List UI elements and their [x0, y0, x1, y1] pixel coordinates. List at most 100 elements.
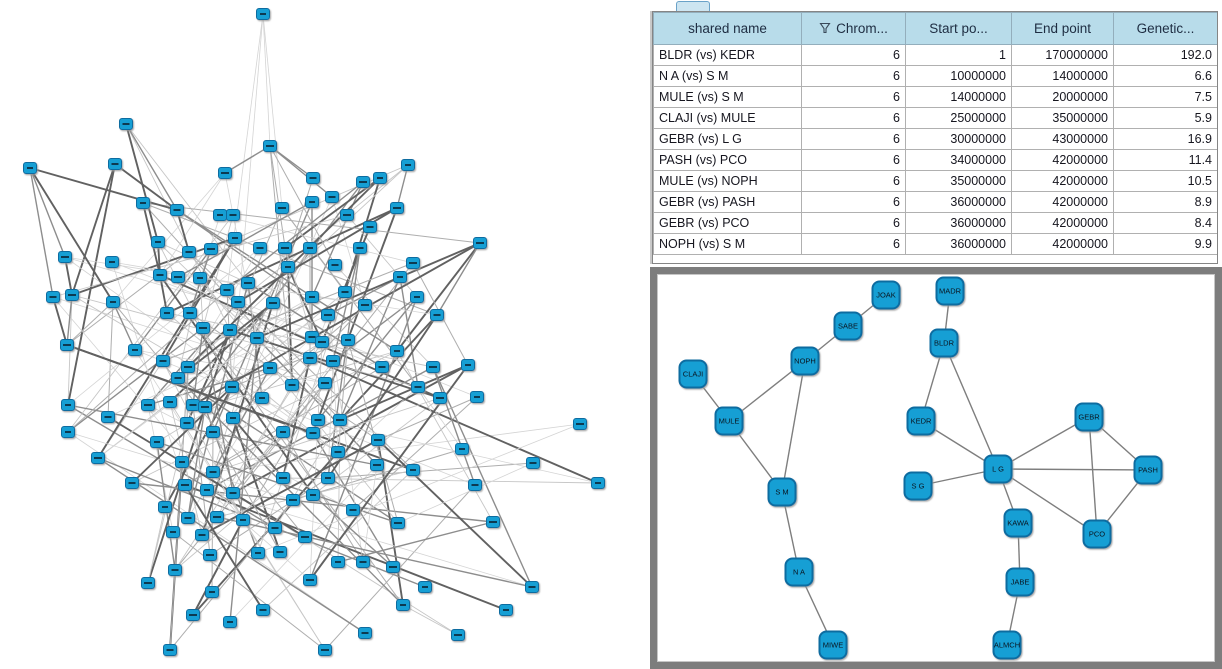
column-header-genetic[interactable]: Genetic... [1113, 12, 1217, 45]
table-cell[interactable]: 42000000 [1011, 233, 1114, 255]
network-edge[interactable] [199, 277, 399, 524]
network-edge[interactable] [402, 604, 459, 636]
network-edge[interactable] [177, 201, 313, 278]
column-header-chrom[interactable]: Chrom... [801, 12, 906, 45]
network-edge[interactable] [397, 462, 534, 524]
network-edge[interactable] [159, 274, 168, 314]
network-edge[interactable] [97, 457, 426, 588]
column-header-shared-name[interactable]: shared name [653, 12, 802, 45]
network-node-kedr[interactable] [906, 406, 936, 436]
network-edge[interactable] [232, 417, 284, 479]
network-edge[interactable] [352, 396, 478, 511]
table-cell[interactable]: 6 [801, 65, 906, 87]
network-edge[interactable] [282, 314, 329, 433]
network-edge[interactable] [184, 431, 284, 486]
table-cell[interactable]: 11.4 [1113, 149, 1217, 171]
table-cell[interactable]: 20000000 [1011, 86, 1114, 108]
network-edge[interactable] [287, 266, 323, 343]
network-edge[interactable] [52, 296, 326, 384]
table-cell[interactable]: 36000000 [905, 212, 1012, 234]
table-cell[interactable]: 42000000 [1011, 212, 1114, 234]
network-node-gebr[interactable] [1074, 402, 1104, 432]
network-edge[interactable] [312, 494, 394, 568]
cell-shared-name[interactable]: GEBR (vs) PASH [653, 191, 802, 213]
network-node-jabe[interactable] [1005, 567, 1035, 597]
table-cell[interactable]: 170000000 [1011, 44, 1114, 66]
table-cell[interactable]: 43000000 [1011, 128, 1114, 150]
network-edge[interactable] [436, 242, 481, 316]
network-edge[interactable] [287, 266, 293, 386]
table-cell[interactable]: 8.4 [1113, 212, 1217, 234]
network-edge[interactable] [107, 301, 114, 418]
table-cell[interactable]: 42000000 [1011, 170, 1114, 192]
network-edge[interactable] [199, 277, 204, 329]
cell-shared-name[interactable]: PASH (vs) PCO [653, 149, 802, 171]
network-edge[interactable] [181, 461, 306, 538]
network-edge[interactable] [169, 401, 326, 651]
network-edge[interactable] [332, 360, 339, 453]
network-edge[interactable] [332, 296, 418, 362]
filter-funnel-icon[interactable] [819, 22, 831, 34]
network-edge[interactable] [327, 462, 534, 479]
network-edge[interactable] [339, 276, 401, 421]
network-edge[interactable] [147, 301, 239, 406]
network-edge[interactable] [162, 262, 414, 362]
network-edge[interactable] [282, 431, 364, 563]
network-edge[interactable] [29, 167, 66, 258]
network-node-noph[interactable] [790, 346, 820, 376]
cell-shared-name[interactable]: MULE (vs) S M [653, 86, 802, 108]
network-edge[interactable] [309, 296, 418, 581]
network-edge[interactable] [29, 167, 178, 211]
network-edge[interactable] [432, 366, 533, 588]
subnetwork-edge-l-g-pco[interactable] [997, 468, 1098, 535]
network-edge[interactable] [157, 241, 258, 339]
table-cell[interactable]: 6 [801, 233, 906, 255]
table-cell[interactable]: 35000000 [905, 170, 1012, 192]
table-cell[interactable]: 10000000 [905, 65, 1012, 87]
network-edge[interactable] [292, 448, 463, 501]
network-edge[interactable] [71, 163, 116, 296]
table-cell[interactable]: 9.9 [1113, 233, 1217, 255]
table-cell[interactable]: 5.9 [1113, 107, 1217, 129]
network-edge[interactable] [159, 274, 441, 399]
network-edge[interactable] [66, 251, 190, 346]
network-edge[interactable] [377, 439, 533, 588]
network-edge[interactable] [212, 397, 441, 473]
network-edge[interactable] [169, 366, 189, 651]
network-edge[interactable] [112, 301, 136, 351]
network-edge[interactable] [142, 202, 438, 316]
column-header-end-point[interactable]: End point [1011, 12, 1114, 45]
network-edge[interactable] [231, 339, 349, 388]
network-edge[interactable] [192, 327, 204, 406]
network-edge[interactable] [29, 167, 114, 303]
network-node-miwe[interactable] [818, 630, 848, 660]
network-edge[interactable] [187, 406, 206, 519]
network-edge[interactable] [201, 439, 379, 536]
network-edge[interactable] [177, 377, 399, 524]
network-edge[interactable] [159, 172, 226, 276]
network-edge[interactable] [284, 177, 381, 249]
network-edge[interactable] [417, 386, 463, 450]
network-edge[interactable] [97, 237, 236, 459]
network-edge[interactable] [377, 396, 478, 441]
network-edge[interactable] [432, 366, 476, 486]
table-cell[interactable]: 14000000 [905, 86, 1012, 108]
network-edge[interactable] [177, 276, 311, 359]
network-edge[interactable] [112, 301, 306, 538]
network-edge[interactable] [212, 247, 286, 473]
network-node-pash[interactable] [1133, 455, 1163, 485]
network-edge[interactable] [157, 241, 249, 284]
table-row[interactable]: GEBR (vs) PCO 6 36000000 42000000 8.4 [653, 212, 1217, 234]
network-edge[interactable] [176, 209, 190, 253]
network-edge[interactable] [201, 360, 334, 536]
table-row[interactable]: NOPH (vs) S M 6 36000000 42000000 9.9 [653, 233, 1217, 255]
network-edge[interactable] [226, 181, 364, 291]
network-edge[interactable] [172, 531, 326, 651]
network-node-sabe[interactable] [833, 311, 863, 341]
network-edge[interactable] [396, 164, 409, 209]
table-cell[interactable]: 36000000 [905, 191, 1012, 213]
network-edge[interactable] [125, 123, 249, 284]
network-edge[interactable] [362, 464, 378, 563]
table-cell[interactable]: 6 [801, 212, 906, 234]
network-node-almch[interactable] [992, 630, 1022, 660]
